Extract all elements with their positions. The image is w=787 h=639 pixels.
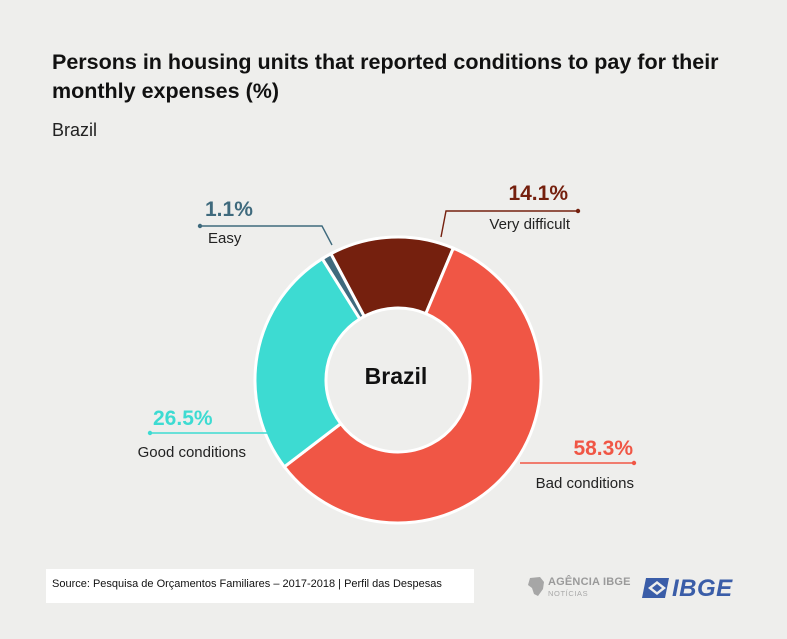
slice-easy [320,251,367,321]
chart-subtitle: Brazil [52,120,98,140]
category-label-very-difficult: Very difficult [489,216,570,233]
leader-dot-good-conditions [147,430,153,436]
value-label-very-difficult: 14.1% [508,182,568,205]
value-label-bad-conditions: 58.3% [573,437,633,460]
leader-line-very-difficult [440,210,578,238]
donut-chart: 14.1% Very difficult 58.3% Bad conditions 26… [138,182,637,525]
leader-dot-easy [197,223,203,229]
value-label-good-conditions: 26.5% [153,407,213,430]
leader-dot-bad-conditions [631,460,637,466]
leader-line-easy [200,225,333,246]
leader-dot-very-difficult [575,208,581,214]
ibge-flag-icon [642,578,669,598]
category-label-good-conditions: Good conditions [138,444,246,461]
slice-bad-conditions [282,246,543,525]
source-bar [46,569,446,603]
agencia-ibge-logo: AGÊNCIA IBGE NOTÍCIAS [526,575,634,601]
agencia-sub: NOTÍCIAS [548,589,589,598]
agencia-map-icon [528,577,544,596]
source-text: Source: Pesquisa de Orçamentos Familiare… [52,578,442,590]
value-label-easy: 1.1% [205,198,253,221]
center-label: Brazil [365,363,428,389]
ibge-wordmark: IBGE [672,575,733,602]
agencia-name: AGÊNCIA IBGE [548,576,631,588]
slice-good-conditions [253,256,362,469]
ibge-logo: IBGE [642,573,742,603]
category-label-easy: Easy [208,230,242,247]
source-box [446,569,474,603]
chart-title: Persons in housing units that reported c… [52,50,719,103]
category-label-bad-conditions: Bad conditions [536,475,634,492]
